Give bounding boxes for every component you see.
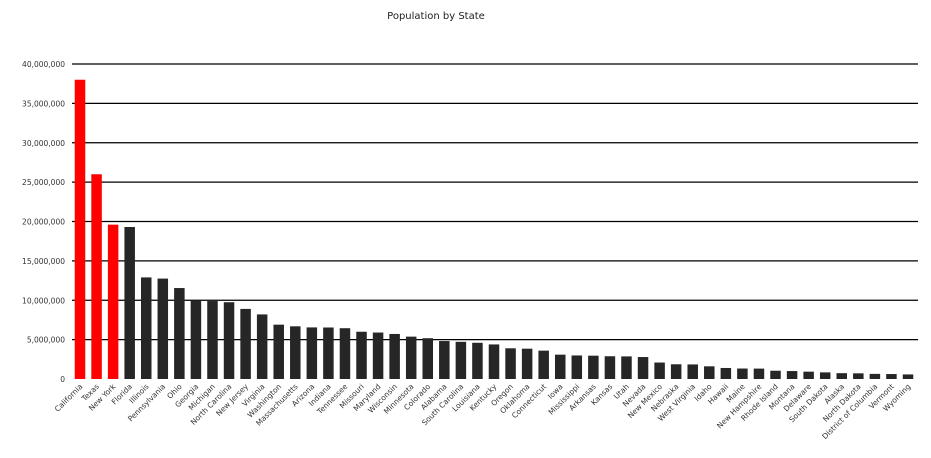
bar-idaho xyxy=(704,366,715,379)
bar-washington xyxy=(273,324,284,379)
bar-oklahoma xyxy=(521,348,533,379)
bar-louisiana xyxy=(472,342,483,379)
bar-maine xyxy=(737,368,748,379)
bar-texas xyxy=(91,174,102,379)
bar-michigan xyxy=(207,301,218,379)
bar-new-york xyxy=(107,224,119,379)
y-tick-label: 25,000,000 xyxy=(22,178,65,187)
bar-minnesota xyxy=(405,336,417,379)
bar-maryland xyxy=(372,332,384,379)
bar-north-dakota xyxy=(853,373,864,379)
y-tick-label: 30,000,000 xyxy=(22,139,65,148)
bar-iowa xyxy=(554,354,566,379)
bar-mississippi xyxy=(571,355,583,379)
bar-wisconsin xyxy=(389,333,400,379)
bar-utah xyxy=(621,356,632,379)
bar-new-mexico xyxy=(654,362,665,379)
bar-kansas xyxy=(604,356,616,379)
bar-district-of-columbia xyxy=(869,373,881,379)
bar-missouri xyxy=(356,331,367,379)
bar-connecticut xyxy=(538,350,549,379)
bar-delaware xyxy=(803,371,814,379)
bar-west-virginia xyxy=(687,364,698,379)
y-tick-label: 20,000,000 xyxy=(22,218,65,227)
bar-hawaii xyxy=(720,367,732,379)
bar-arkansas xyxy=(588,355,599,379)
y-tick-label: 5,000,000 xyxy=(27,336,65,345)
bar-alaska xyxy=(836,373,848,379)
bar-new-jersey xyxy=(240,308,251,379)
bar-nevada xyxy=(637,357,649,379)
bar-nebraska xyxy=(670,364,682,379)
y-tick-label: 40,000,000 xyxy=(22,60,65,69)
bar-colorado xyxy=(422,338,434,379)
bar-indiana xyxy=(323,327,334,379)
y-tick-label: 0 xyxy=(60,375,65,384)
bar-virginia xyxy=(256,314,268,379)
bar-rhode-island xyxy=(770,370,781,379)
bar-california xyxy=(74,79,86,379)
bar-oregon xyxy=(505,348,516,379)
bar-massachusetts xyxy=(290,326,301,379)
y-tick-label: 10,000,000 xyxy=(22,296,65,305)
bar-north-carolina xyxy=(223,302,235,379)
bar-vermont xyxy=(886,374,897,379)
bar-florida xyxy=(124,227,135,379)
bar-ohio xyxy=(174,288,185,379)
bar-montana xyxy=(786,371,798,379)
chart-title: Population by State xyxy=(387,11,485,22)
bar-new-hampshire xyxy=(753,368,765,379)
bar-georgia xyxy=(190,300,202,379)
bar-alabama xyxy=(439,341,450,379)
bar-kentucky xyxy=(488,344,500,379)
bar-pennsylvania xyxy=(157,278,169,379)
bar-wyoming xyxy=(902,374,914,379)
bar-south-carolina xyxy=(455,341,467,379)
y-tick-label: 35,000,000 xyxy=(22,99,65,108)
bar-arizona xyxy=(306,327,318,379)
bar-illinois xyxy=(140,277,152,379)
bar-tennessee xyxy=(339,328,351,379)
y-tick-label: 15,000,000 xyxy=(22,257,65,266)
bar-south-dakota xyxy=(819,372,831,379)
